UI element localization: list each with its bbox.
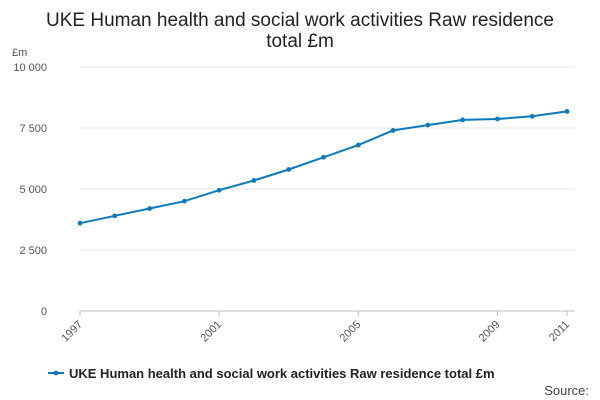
data-point[interactable] bbox=[425, 122, 431, 128]
gridlines bbox=[80, 66, 575, 251]
y-tick-label: 2 500 bbox=[19, 245, 47, 257]
y-tick-label: 0 bbox=[41, 306, 47, 318]
data-point[interactable] bbox=[460, 117, 466, 123]
source-label: Source: bbox=[544, 383, 589, 398]
x-tick-label: 2001 bbox=[198, 319, 224, 345]
y-axis-unit: £m bbox=[12, 47, 27, 59]
chart-title-line: UKE Human health and social work activit… bbox=[46, 10, 554, 31]
chart-title-group: UKE Human health and social work activit… bbox=[46, 10, 554, 52]
data-point[interactable] bbox=[77, 220, 83, 226]
data-point[interactable] bbox=[495, 116, 500, 122]
x-tick-label: 2005 bbox=[338, 319, 364, 345]
data-point[interactable] bbox=[355, 142, 361, 148]
data-point[interactable] bbox=[390, 128, 396, 133]
data-point[interactable] bbox=[112, 213, 118, 219]
data-point[interactable] bbox=[321, 154, 326, 160]
y-axis-ticks: 0 2 500 5 000 7 500 10 000 bbox=[13, 62, 47, 318]
legend-swatch-marker bbox=[53, 370, 59, 376]
data-point[interactable] bbox=[181, 198, 187, 204]
data-point[interactable] bbox=[216, 187, 222, 193]
legend-label: UKE Human health and social work activit… bbox=[69, 366, 495, 381]
x-tick-label: 2011 bbox=[547, 319, 572, 344]
legend[interactable]: UKE Human health and social work activit… bbox=[48, 366, 495, 381]
data-point[interactable] bbox=[564, 109, 570, 114]
series-layer bbox=[77, 109, 570, 226]
chart-title-line: total £m bbox=[266, 31, 334, 52]
data-point[interactable] bbox=[147, 206, 152, 211]
x-tick-label: 1997 bbox=[59, 319, 85, 345]
x-axis-ticks: 1997 2001 2005 2009 2011 bbox=[59, 311, 572, 344]
y-tick-label: 7 500 bbox=[19, 123, 47, 135]
data-point[interactable] bbox=[251, 178, 257, 183]
y-tick-label: 5 000 bbox=[19, 184, 47, 196]
data-point[interactable] bbox=[286, 167, 292, 172]
y-tick-label: 10 000 bbox=[13, 62, 47, 74]
x-tick-label: 2009 bbox=[477, 319, 503, 345]
data-point[interactable] bbox=[529, 113, 535, 119]
